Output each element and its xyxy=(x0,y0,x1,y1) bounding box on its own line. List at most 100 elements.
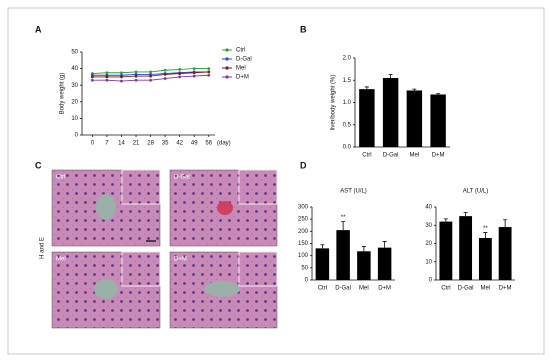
x-tick-label: D-Gal xyxy=(383,153,399,159)
bar xyxy=(359,89,375,147)
y-tick-label: 40 xyxy=(71,66,78,72)
point xyxy=(90,78,94,82)
x-tick-label: Ctrl xyxy=(441,286,450,292)
y-tick-label: 100 xyxy=(298,253,309,259)
bar xyxy=(498,227,512,280)
legend-marker xyxy=(225,66,229,70)
bar xyxy=(336,230,350,280)
point xyxy=(149,74,152,78)
point xyxy=(207,73,211,77)
vein xyxy=(204,281,240,297)
significance-label: ** xyxy=(341,215,346,221)
x-tick-label: 28 xyxy=(147,141,154,147)
y-tick-label: 0 xyxy=(305,278,309,284)
error-bar xyxy=(436,93,441,95)
chart-title: ALT (U/L) xyxy=(463,189,488,195)
image-label: D-Gal xyxy=(174,175,190,181)
chart-title: AST (U/L) xyxy=(340,189,367,195)
error-bar xyxy=(320,244,325,249)
legend-label: Mel xyxy=(236,66,246,72)
bar xyxy=(439,221,453,280)
point xyxy=(207,67,211,70)
y-tick-label: 30 xyxy=(71,83,78,89)
x-tick-label: Mel xyxy=(410,153,420,159)
image-label: D+M xyxy=(174,257,187,263)
y-tick-label: 200 xyxy=(298,229,309,235)
point xyxy=(149,78,152,82)
legend-label: D-Gal xyxy=(236,57,252,63)
vein xyxy=(96,194,116,220)
point xyxy=(192,67,196,70)
y-tick-label: 50 xyxy=(71,50,78,56)
y-axis-label: liver/body weight (%) xyxy=(331,75,337,131)
bar xyxy=(382,78,399,147)
x-tick-label: 35 xyxy=(162,141,169,147)
legend-label: Ctrl xyxy=(236,48,245,54)
legend-label: D+M xyxy=(236,75,249,81)
inset xyxy=(121,169,161,205)
error-bar xyxy=(443,218,448,222)
micrograph xyxy=(51,169,161,247)
legend-marker xyxy=(225,75,229,79)
y-tick-label: 2.0 xyxy=(343,56,352,62)
x-tick-label: D-Gal xyxy=(458,286,474,292)
point xyxy=(134,70,138,74)
point xyxy=(178,68,182,71)
y-tick-label: 1.5 xyxy=(343,78,352,84)
point xyxy=(105,75,109,79)
bar xyxy=(315,248,330,280)
x-tick-label: 0 xyxy=(91,141,95,147)
point xyxy=(90,75,94,79)
bar xyxy=(459,216,473,280)
y-tick-label: 300 xyxy=(298,205,309,211)
inset xyxy=(121,251,161,287)
x-tick-label: 14 xyxy=(118,141,125,147)
x-tick-label: D+M xyxy=(378,286,391,292)
bar xyxy=(430,94,446,147)
x-tick-label: 49 xyxy=(191,141,198,147)
bar xyxy=(357,251,371,280)
x-tick-label: Ctrl xyxy=(362,153,371,159)
bar xyxy=(406,90,423,147)
x-tick-label: Ctrl xyxy=(318,286,327,292)
y-tick-label: 30 xyxy=(425,223,432,229)
x-tick-label: 56 xyxy=(205,141,212,147)
stain-label: H and E xyxy=(40,237,46,259)
x-tick-label: D+M xyxy=(499,286,512,292)
point xyxy=(178,75,182,79)
error-bar xyxy=(463,212,468,217)
histology: Ctrl D-Gal Mel D+M H and E xyxy=(40,169,278,329)
error-bar xyxy=(382,241,387,248)
point xyxy=(120,79,123,83)
point xyxy=(105,71,109,75)
point xyxy=(134,74,138,78)
x-tick-label: D-Gal xyxy=(335,286,351,292)
point xyxy=(120,75,123,79)
panel-label: B xyxy=(300,24,307,34)
point xyxy=(163,73,167,76)
vein xyxy=(217,201,233,215)
panel-label: D xyxy=(300,160,307,170)
y-tick-label: 0.5 xyxy=(343,122,352,128)
bar xyxy=(377,247,392,280)
y-tick-label: 0 xyxy=(429,278,433,284)
y-tick-label: 0 xyxy=(75,133,79,139)
inset xyxy=(238,169,278,205)
error-bar xyxy=(503,219,508,228)
y-tick-label: 150 xyxy=(298,241,309,247)
error-bar xyxy=(388,74,393,79)
legend-marker xyxy=(225,57,229,61)
point xyxy=(207,70,211,74)
point xyxy=(105,78,109,82)
error-bar xyxy=(412,88,417,91)
frame xyxy=(7,7,545,355)
x-tick-label: 42 xyxy=(176,141,183,147)
error-bar xyxy=(483,232,488,239)
y-tick-label: 50 xyxy=(301,265,308,271)
y-tick-label: 10 xyxy=(425,259,432,265)
y-tick-label: 20 xyxy=(425,241,432,247)
panel-label: C xyxy=(35,160,42,170)
image-label: Mel xyxy=(56,257,66,263)
x-tick-label: D+M xyxy=(432,153,445,159)
